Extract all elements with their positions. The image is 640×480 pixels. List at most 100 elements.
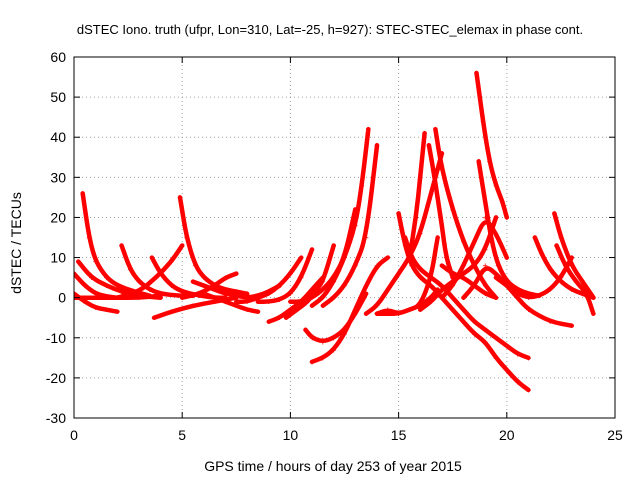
data-point: + [234, 288, 240, 298]
data-point: + [331, 294, 337, 304]
data-point: + [482, 338, 488, 348]
x-tick-label: 5 [178, 427, 186, 443]
data-series-34 [476, 159, 542, 298]
data-point: + [504, 366, 510, 376]
data-point: + [89, 274, 95, 284]
data-point: + [86, 234, 92, 244]
data-point: + [158, 294, 164, 304]
data-point: + [418, 274, 424, 284]
data-point: + [234, 270, 240, 280]
data-point: + [396, 310, 402, 320]
data-point: + [288, 306, 294, 316]
y-tick-label: -30 [46, 410, 66, 426]
data-point: + [493, 354, 499, 364]
data-point: + [299, 254, 305, 264]
data-point: + [374, 310, 380, 320]
data-point: + [482, 213, 488, 223]
data-point: + [342, 254, 348, 264]
data-point: + [563, 262, 569, 272]
data-series-26 [363, 151, 445, 316]
data-point: + [201, 282, 207, 292]
data-point: + [255, 294, 261, 304]
x-tick-label: 20 [499, 427, 515, 443]
data-point: + [493, 270, 499, 280]
data-point: + [82, 282, 88, 292]
data-series-40 [554, 243, 596, 316]
data-point: + [504, 254, 510, 264]
data-point: + [283, 314, 289, 324]
data-point: + [128, 266, 134, 276]
data-point: + [461, 306, 467, 316]
data-series-22 [309, 255, 391, 365]
data-point: + [266, 290, 272, 300]
data-point: + [71, 290, 77, 300]
data-point: + [234, 294, 240, 304]
data-point: + [515, 378, 521, 388]
data-point: + [482, 282, 488, 292]
data-point: + [450, 294, 456, 304]
data-point: + [154, 274, 160, 284]
data-series-13 [201, 291, 261, 314]
data-point: + [402, 242, 408, 252]
data-point: + [396, 270, 402, 280]
data-point: + [526, 290, 532, 300]
data-point: + [426, 141, 432, 151]
data-point: + [435, 234, 441, 244]
data-series-33 [474, 70, 510, 220]
chart-title: dSTEC Iono. truth (ufpr, Lon=310, Lat=-2… [77, 22, 583, 37]
data-point: + [309, 286, 315, 296]
axis-ticks: 0 5 10 15 20 25 -30 -20 -10 0 10 20 30 40 50 60 [46, 49, 623, 443]
data-point: + [569, 286, 575, 296]
data-point: + [93, 294, 99, 304]
data-point: + [537, 292, 543, 302]
data-point: + [461, 294, 467, 304]
data-point: + [104, 306, 110, 316]
y-tick-label: 30 [50, 169, 66, 185]
data-point: + [476, 157, 482, 167]
data-point: + [223, 286, 229, 296]
data-point: + [532, 234, 538, 244]
data-series-8 [115, 243, 185, 300]
data-point: + [407, 254, 413, 264]
data-series-30 [433, 126, 499, 300]
data-point: + [104, 274, 110, 284]
data-point: + [320, 294, 326, 304]
data-point: + [547, 266, 553, 276]
data-point: + [461, 270, 467, 280]
data-point: + [569, 254, 575, 264]
data-series-37 [493, 255, 574, 300]
data-point: + [342, 330, 348, 340]
data-point: + [104, 282, 110, 292]
data-point: + [197, 292, 203, 302]
data-point: + [149, 254, 155, 264]
data-series-31 [439, 263, 499, 300]
data-point: + [385, 254, 391, 264]
data-point: + [158, 290, 164, 300]
data-point: + [115, 308, 121, 318]
data-point: + [515, 286, 521, 296]
data-point: + [374, 262, 380, 272]
data-point: + [353, 262, 359, 272]
data-point: + [119, 288, 125, 298]
data-point: + [489, 238, 495, 248]
data-series-21 [303, 291, 369, 344]
data-point: + [147, 286, 153, 296]
data-point: + [547, 286, 553, 296]
data-point: + [115, 294, 121, 304]
data-point: + [461, 238, 467, 248]
data-point: + [526, 294, 532, 304]
data-point: + [428, 274, 434, 284]
data-point: + [320, 338, 326, 348]
data-point: + [82, 298, 88, 308]
data-point: + [175, 292, 181, 302]
y-tick-label: -10 [46, 330, 66, 346]
data-point: + [212, 294, 218, 304]
data-point: + [431, 165, 437, 175]
grid [74, 57, 615, 418]
data-point: + [314, 286, 320, 296]
data-point: + [223, 274, 229, 284]
data-series-14 [234, 255, 304, 304]
data-point: + [461, 274, 467, 284]
data-point: + [461, 318, 467, 328]
